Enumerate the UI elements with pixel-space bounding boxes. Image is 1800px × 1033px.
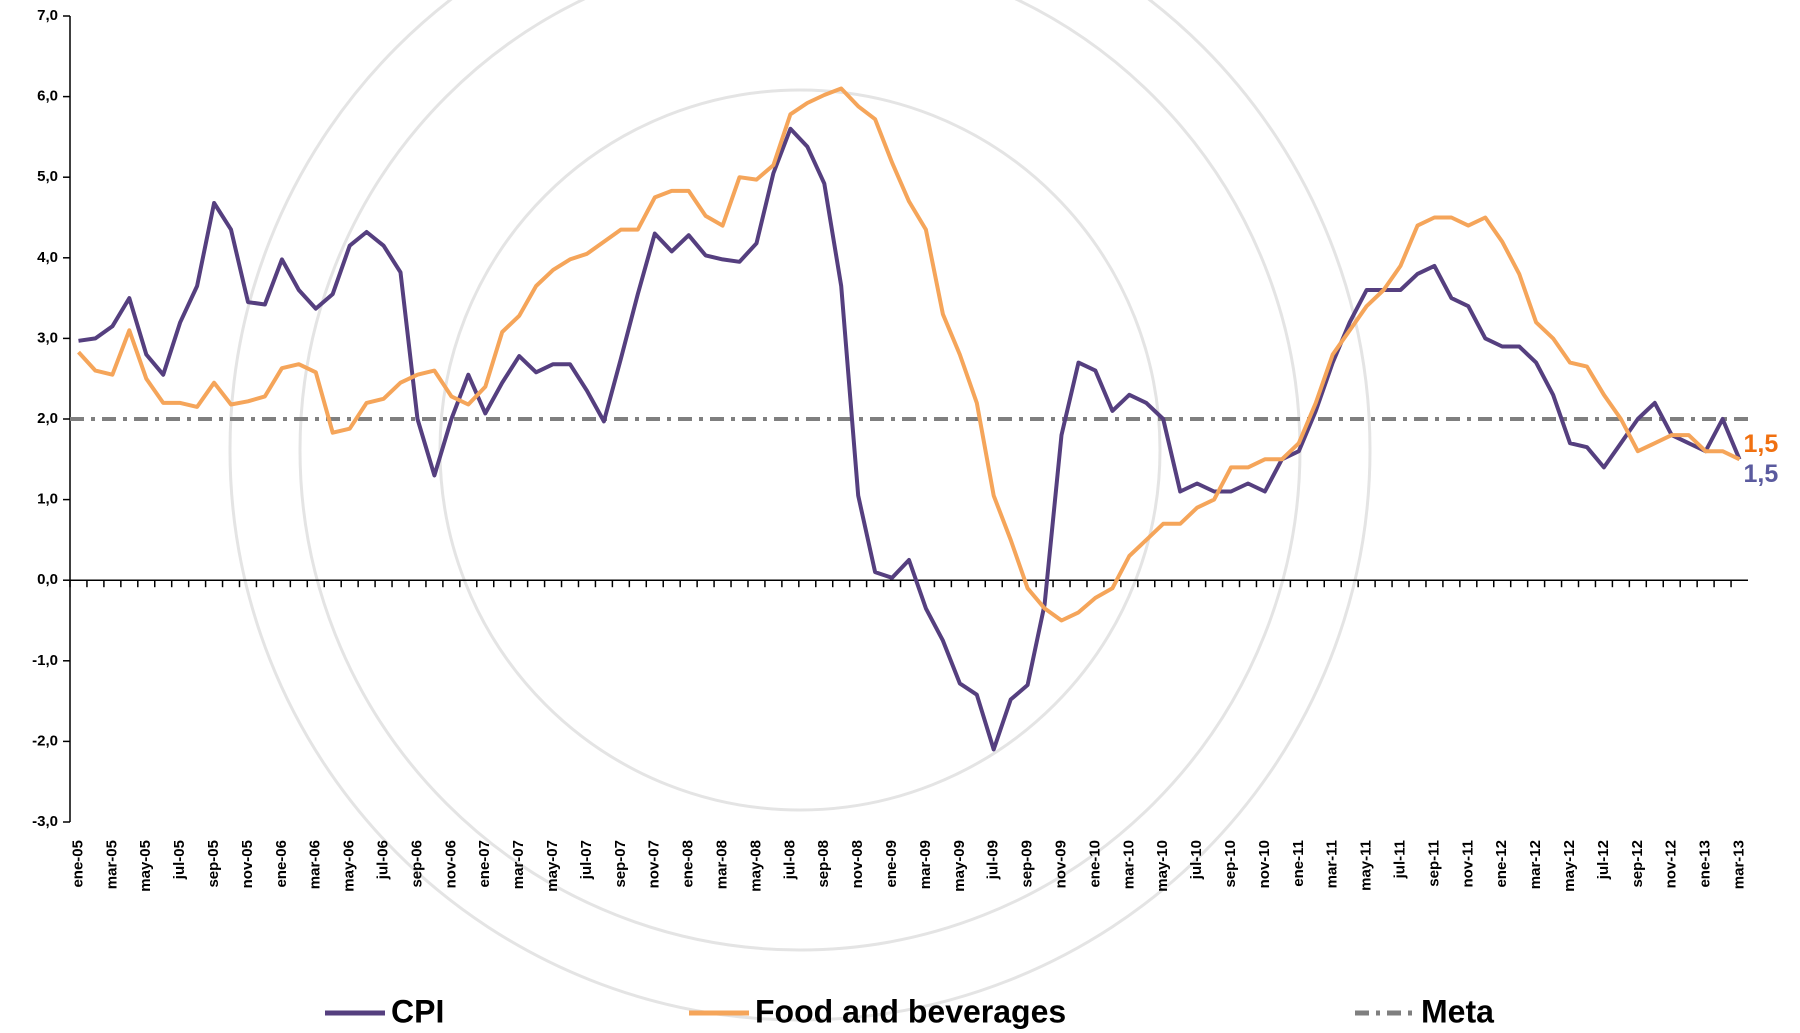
x-tick-label: jul-11 (1392, 840, 1409, 879)
legend-label: CPI (391, 993, 444, 1029)
x-tick-label: mar-13 (1730, 840, 1747, 889)
x-tick-label: jul-06 (375, 840, 392, 880)
x-tick-label: sep-09 (1019, 840, 1036, 888)
x-tick-label: sep-06 (408, 840, 425, 888)
x-tick-label: may-10 (1154, 840, 1171, 892)
series-line (78, 126, 1742, 752)
x-tick-label: sep-11 (1425, 840, 1442, 887)
x-tick-label: ene-07 (476, 840, 493, 888)
y-tick-label: -1,0 (32, 652, 58, 669)
x-tick-label: mar-09 (917, 840, 934, 889)
y-tick-label: 3,0 (37, 329, 58, 346)
x-tick-label: mar-12 (1527, 840, 1544, 889)
y-tick-label: 1,0 (37, 491, 58, 508)
y-tick-label: 4,0 (37, 249, 58, 266)
x-tick-label: ene-08 (680, 840, 697, 888)
x-tick-label: mar-08 (714, 840, 731, 889)
value-label: 1,5 (1744, 430, 1779, 458)
x-tick-label: jul-05 (171, 840, 188, 880)
x-tick-label: may-08 (747, 840, 764, 892)
x-tick-label: mar-10 (1120, 840, 1137, 889)
x-tick-label: may-07 (544, 840, 561, 892)
x-tick-label: may-09 (951, 840, 968, 892)
x-tick-label: mar-05 (103, 840, 120, 889)
x-tick-label: jul-12 (1595, 840, 1612, 880)
x-tick-label: jul-07 (578, 840, 595, 880)
x-tick-label: nov-10 (1256, 840, 1273, 888)
legend-label: Food and beverages (755, 993, 1066, 1029)
x-tick-label: ene-09 (883, 840, 900, 888)
y-tick-label: -2,0 (32, 732, 58, 749)
x-tick-label: ene-12 (1493, 840, 1510, 888)
x-tick-label: ene-05 (69, 840, 86, 888)
x-tick-label: ene-10 (1086, 840, 1103, 888)
x-tick-label: nov-09 (1053, 840, 1070, 888)
x-tick-label: jul-10 (1188, 840, 1205, 880)
x-tick-label: sep-12 (1629, 840, 1646, 888)
x-tick-label: nov-06 (442, 840, 459, 888)
x-tick-label: sep-05 (205, 840, 222, 888)
x-tick-label: jul-09 (985, 840, 1002, 880)
y-tick-label: 0,0 (37, 571, 58, 588)
series-line (77, 86, 1741, 623)
x-tick-label: mar-07 (510, 840, 527, 889)
x-tick-label: may-12 (1561, 840, 1578, 892)
legend-label: Meta (1421, 993, 1494, 1029)
y-tick-label: 6,0 (37, 88, 58, 105)
y-tick-label: 5,0 (37, 168, 58, 185)
x-tick-label: sep-07 (612, 840, 629, 888)
y-tick-label: 7,0 (37, 7, 58, 24)
x-tick-label: sep-10 (1222, 840, 1239, 888)
x-tick-label: sep-08 (815, 840, 832, 888)
x-tick-label: nov-07 (646, 840, 663, 888)
x-tick-label: nov-12 (1663, 840, 1680, 888)
x-tick-label: ene-13 (1697, 840, 1714, 888)
value-label: 1,5 (1744, 460, 1779, 488)
x-tick-label: jul-08 (781, 840, 798, 880)
x-tick-label: nov-05 (239, 840, 256, 888)
y-tick-label: 2,0 (37, 410, 58, 427)
y-tick-label: -3,0 (32, 813, 58, 830)
x-tick-label: ene-11 (1290, 840, 1307, 887)
x-tick-label: nov-08 (849, 840, 866, 888)
x-tick-label: ene-06 (273, 840, 290, 888)
x-tick-label: may-06 (341, 840, 358, 892)
x-tick-label: mar-11 (1324, 840, 1341, 888)
x-tick-label: mar-06 (307, 840, 324, 889)
x-tick-label: nov-11 (1459, 840, 1476, 888)
x-tick-label: may-11 (1358, 840, 1375, 891)
x-tick-label: may-05 (137, 840, 154, 892)
